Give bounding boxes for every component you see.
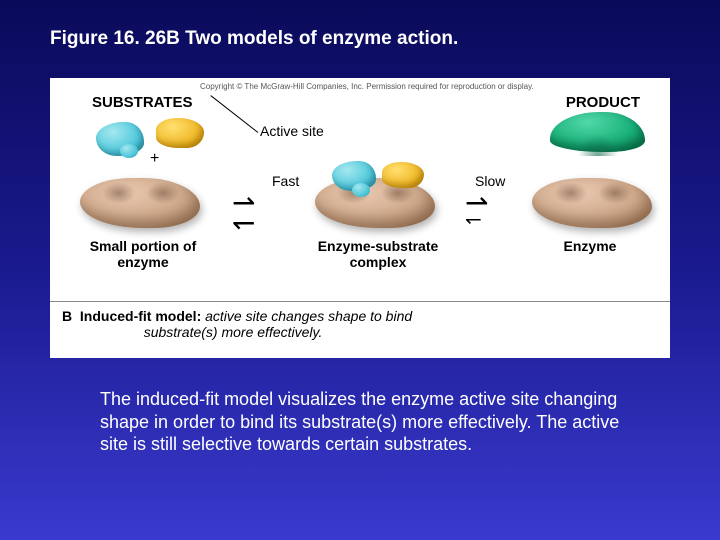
substrates-label: SUBSTRATES <box>92 94 193 111</box>
substrate-cyan-free <box>96 122 144 156</box>
small-enzyme-label: Small portion of enzyme <box>88 238 198 270</box>
panel-body-1: active site changes shape to bind <box>205 308 412 324</box>
figure-title: Figure 16. 26B Two models of enzyme acti… <box>50 28 458 50</box>
panel-body-2: substrate(s) more effectively. <box>144 324 323 340</box>
reverse-arrow-icon <box>232 213 255 233</box>
panel-caption: B Induced-fit model: active site changes… <box>62 308 412 340</box>
product-label: PRODUCT <box>566 94 640 111</box>
diagram-panel: Copyright © The McGraw-Hill Companies, I… <box>50 78 670 358</box>
panel-divider <box>50 301 670 302</box>
product-shape <box>550 112 645 152</box>
enzyme-label: Enzyme <box>550 238 630 254</box>
substrate-yellow-bound <box>382 162 424 188</box>
panel-tag: B <box>62 308 72 324</box>
slide-body-caption: The induced-fit model visualizes the enz… <box>100 388 620 456</box>
fast-label: Fast <box>272 173 299 189</box>
substrate-cyan-bound <box>332 161 376 191</box>
active-site-label: Active site <box>260 123 324 139</box>
reaction-arrows-fast <box>232 193 255 233</box>
enzyme-shape-1 <box>80 178 200 228</box>
es-complex-label: Enzyme-substrate complex <box>308 238 448 270</box>
substrate-yellow-free <box>156 118 204 148</box>
active-site-leader-line <box>210 95 258 133</box>
reaction-arrows-slow <box>465 193 488 227</box>
copyright-text: Copyright © The McGraw-Hill Companies, I… <box>200 82 534 91</box>
plus-symbol: + <box>150 150 159 168</box>
enzyme-shape-3 <box>532 178 652 228</box>
panel-heading: Induced-fit model: <box>80 308 201 324</box>
